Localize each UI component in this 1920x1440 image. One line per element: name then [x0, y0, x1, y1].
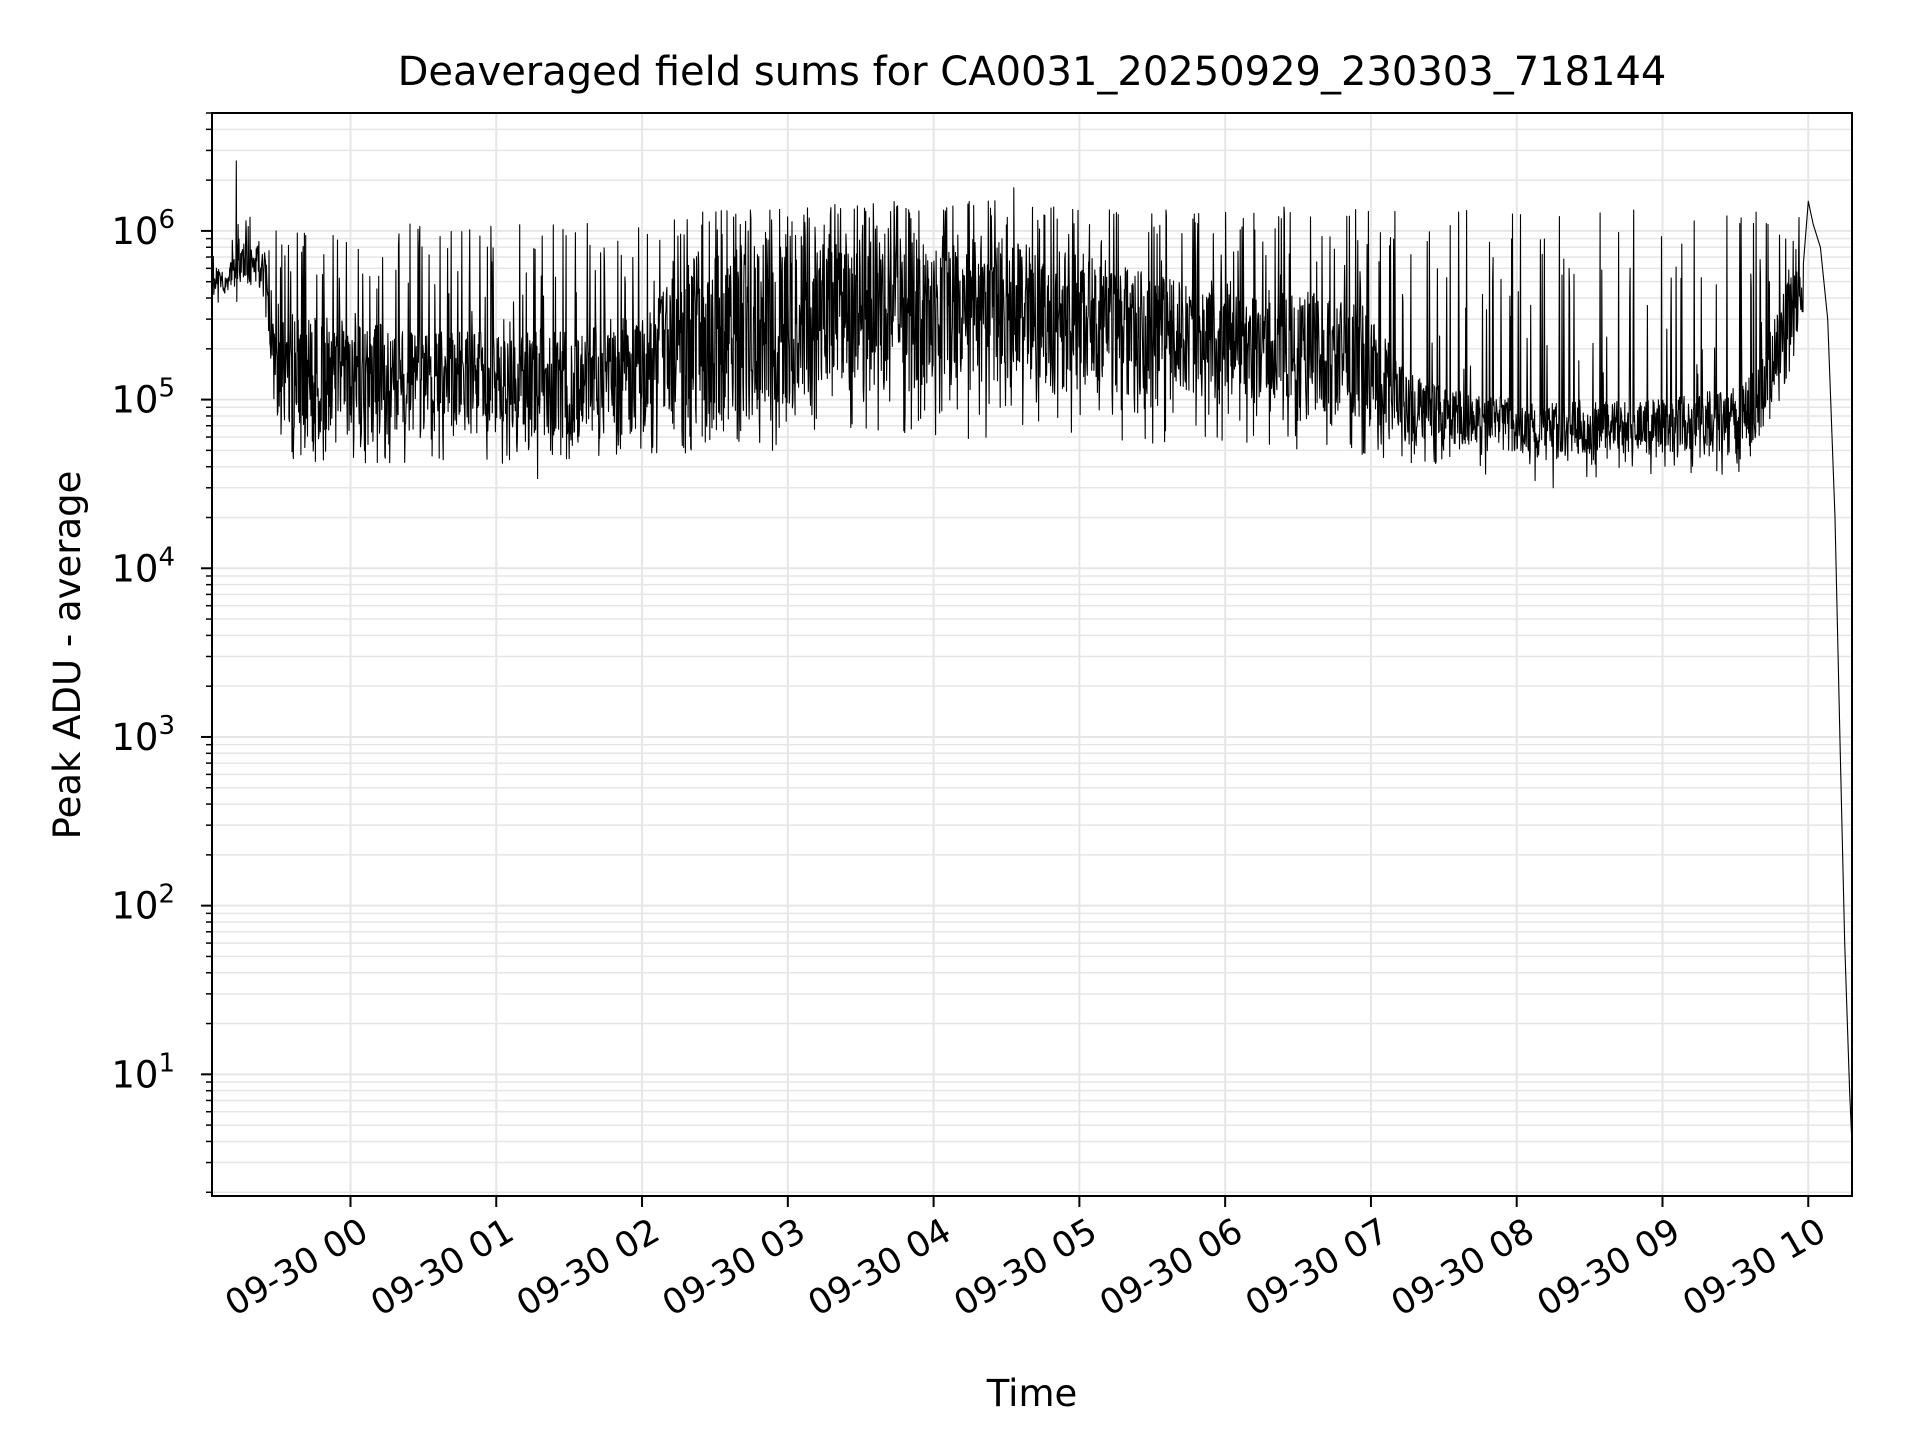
y-tick-label: 101: [111, 1048, 175, 1096]
y-tick-label: 104: [111, 542, 175, 590]
y-axis-label: Peak ADU - average: [46, 471, 89, 840]
y-tick-label: 103: [111, 711, 175, 759]
series-path: [212, 160, 1852, 1146]
chart-title: Deaveraged field sums for CA0031_2025092…: [398, 49, 1667, 95]
y-tick-label: 102: [111, 880, 175, 928]
grid-lines: [212, 112, 1852, 1196]
y-axis: 101 102 103 104 105 106: [111, 112, 212, 1193]
series-line: [212, 160, 1852, 1146]
x-axis-label: Time: [986, 1372, 1078, 1415]
y-tick-label: 106: [111, 205, 175, 253]
plot-frame: [211, 112, 1853, 1197]
y-tick-label: 105: [111, 374, 175, 422]
